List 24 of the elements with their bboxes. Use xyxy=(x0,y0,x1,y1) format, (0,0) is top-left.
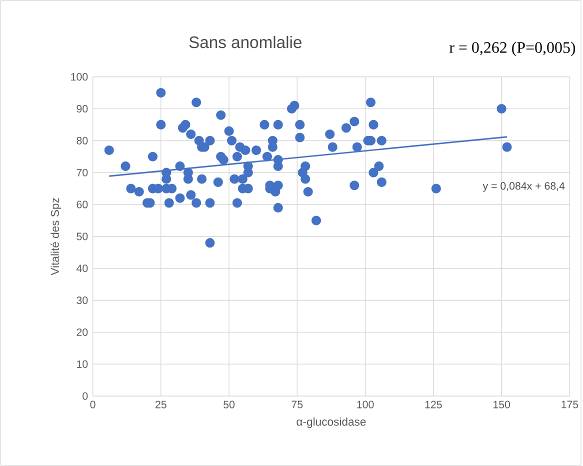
y-tick-label: 30 xyxy=(76,296,88,304)
y-tick-label: 100 xyxy=(71,73,88,81)
x-tick-label: 100 xyxy=(357,400,374,408)
x-tick-label: 125 xyxy=(425,400,442,408)
chart-title: Sans anomlalie xyxy=(189,36,302,48)
text: r = 0,262 (P=0,005) xyxy=(449,42,576,56)
y-tick-label: 40 xyxy=(76,264,88,272)
y-tick-label: 80 xyxy=(76,136,88,144)
y-tick-label: 0 xyxy=(82,392,88,400)
x-axis-title: α-glucosidase xyxy=(296,417,366,428)
y-tick-label: 20 xyxy=(76,328,88,336)
x-tick-label: 50 xyxy=(224,400,235,408)
y-axis-title: Vitalité des Spz xyxy=(50,198,62,276)
annotation: y = 0,084x + 68,4 xyxy=(482,182,565,192)
y-tick-label: 70 xyxy=(76,168,88,176)
y-tick-label: 50 xyxy=(76,232,88,240)
x-tick-label: 25 xyxy=(156,400,166,408)
x-tick-label: 150 xyxy=(494,400,510,408)
x-tick-label: 75 xyxy=(292,400,303,408)
y-tick-label: 60 xyxy=(76,200,88,208)
y-tick-label: 10 xyxy=(77,360,88,368)
x-tick-label: 175 xyxy=(562,400,578,408)
x-tick-label: 0 xyxy=(90,400,96,408)
y-tick-label: 90 xyxy=(76,105,88,113)
